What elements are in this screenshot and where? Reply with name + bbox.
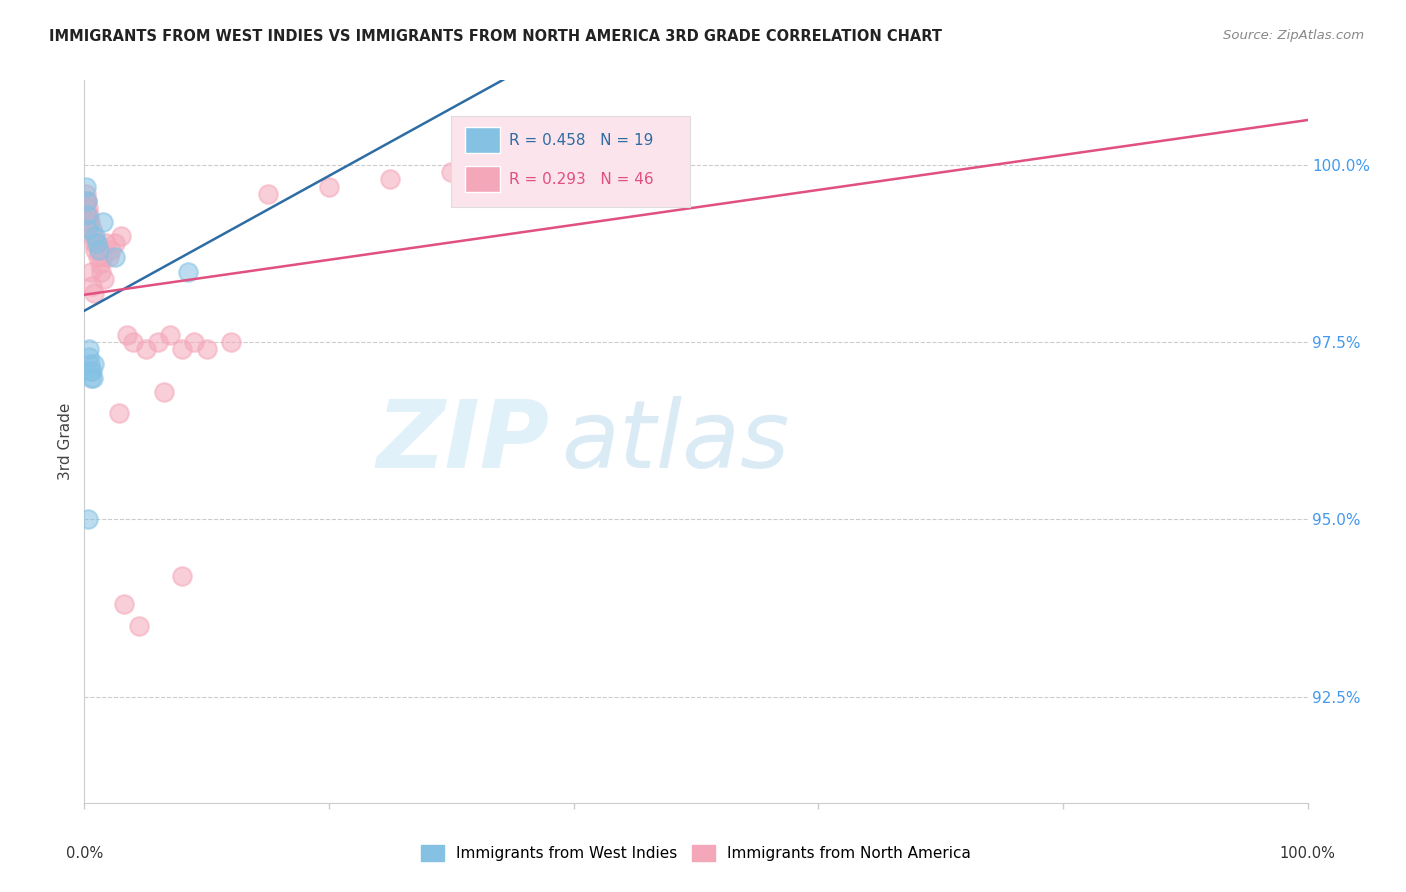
Point bbox=[90, 264, 112, 278]
Point bbox=[83, 357, 105, 371]
Point bbox=[82, 278, 104, 293]
Point bbox=[195, 343, 218, 357]
Point bbox=[159, 328, 181, 343]
Point bbox=[502, 158, 524, 172]
Point bbox=[76, 194, 98, 208]
Point bbox=[77, 208, 100, 222]
Point bbox=[87, 244, 110, 258]
Point bbox=[104, 236, 127, 251]
Point bbox=[82, 371, 104, 385]
FancyBboxPatch shape bbox=[465, 166, 501, 193]
Point bbox=[93, 271, 115, 285]
Point bbox=[318, 179, 340, 194]
Point bbox=[89, 257, 111, 271]
Point bbox=[77, 350, 100, 364]
Point bbox=[91, 251, 114, 265]
Point bbox=[122, 335, 145, 350]
Point bbox=[100, 244, 122, 258]
Point bbox=[172, 343, 194, 357]
Point bbox=[86, 236, 108, 251]
Point bbox=[183, 335, 205, 350]
Point bbox=[76, 208, 98, 222]
Point bbox=[86, 236, 108, 251]
Point bbox=[115, 328, 138, 343]
Point bbox=[83, 285, 105, 300]
Point bbox=[83, 236, 105, 251]
Point bbox=[76, 208, 98, 222]
Point bbox=[380, 172, 402, 186]
Point bbox=[110, 229, 132, 244]
Point bbox=[91, 215, 114, 229]
Point bbox=[77, 201, 100, 215]
Point bbox=[97, 251, 120, 265]
Text: atlas: atlas bbox=[561, 396, 790, 487]
Point bbox=[75, 194, 97, 208]
Point bbox=[128, 618, 150, 632]
FancyBboxPatch shape bbox=[451, 117, 690, 207]
Point bbox=[82, 229, 104, 244]
Point bbox=[112, 598, 135, 612]
Point bbox=[104, 251, 127, 265]
Point bbox=[84, 244, 107, 258]
Point bbox=[219, 335, 242, 350]
Point bbox=[76, 194, 98, 208]
Point bbox=[440, 165, 463, 179]
Text: ZIP: ZIP bbox=[377, 395, 550, 488]
Point bbox=[146, 335, 169, 350]
Point bbox=[172, 569, 194, 583]
Point bbox=[77, 343, 100, 357]
Text: R = 0.293   N = 46: R = 0.293 N = 46 bbox=[509, 172, 654, 186]
Point bbox=[79, 215, 101, 229]
Legend: Immigrants from West Indies, Immigrants from North America: Immigrants from West Indies, Immigrants … bbox=[415, 839, 977, 867]
Point bbox=[177, 264, 200, 278]
Point bbox=[80, 264, 103, 278]
Text: 100.0%: 100.0% bbox=[1279, 847, 1336, 861]
FancyBboxPatch shape bbox=[465, 128, 501, 153]
Point bbox=[80, 364, 103, 378]
Point bbox=[80, 371, 103, 385]
Point bbox=[80, 222, 103, 236]
Point bbox=[135, 343, 157, 357]
Point bbox=[75, 179, 97, 194]
Point bbox=[153, 384, 176, 399]
Text: Source: ZipAtlas.com: Source: ZipAtlas.com bbox=[1223, 29, 1364, 42]
Point bbox=[79, 364, 101, 378]
Text: R = 0.458   N = 19: R = 0.458 N = 19 bbox=[509, 133, 654, 148]
Point bbox=[75, 186, 97, 201]
Point bbox=[107, 406, 129, 420]
Point bbox=[79, 357, 101, 371]
Point bbox=[77, 222, 100, 236]
Y-axis label: 3rd Grade: 3rd Grade bbox=[58, 403, 73, 480]
Text: IMMIGRANTS FROM WEST INDIES VS IMMIGRANTS FROM NORTH AMERICA 3RD GRADE CORRELATI: IMMIGRANTS FROM WEST INDIES VS IMMIGRANT… bbox=[49, 29, 942, 44]
Point bbox=[96, 236, 118, 251]
Text: 0.0%: 0.0% bbox=[66, 847, 103, 861]
Point bbox=[77, 215, 100, 229]
Point bbox=[87, 251, 110, 265]
Point bbox=[84, 229, 107, 244]
Point bbox=[257, 186, 280, 201]
Point bbox=[87, 244, 110, 258]
Point bbox=[77, 512, 100, 526]
